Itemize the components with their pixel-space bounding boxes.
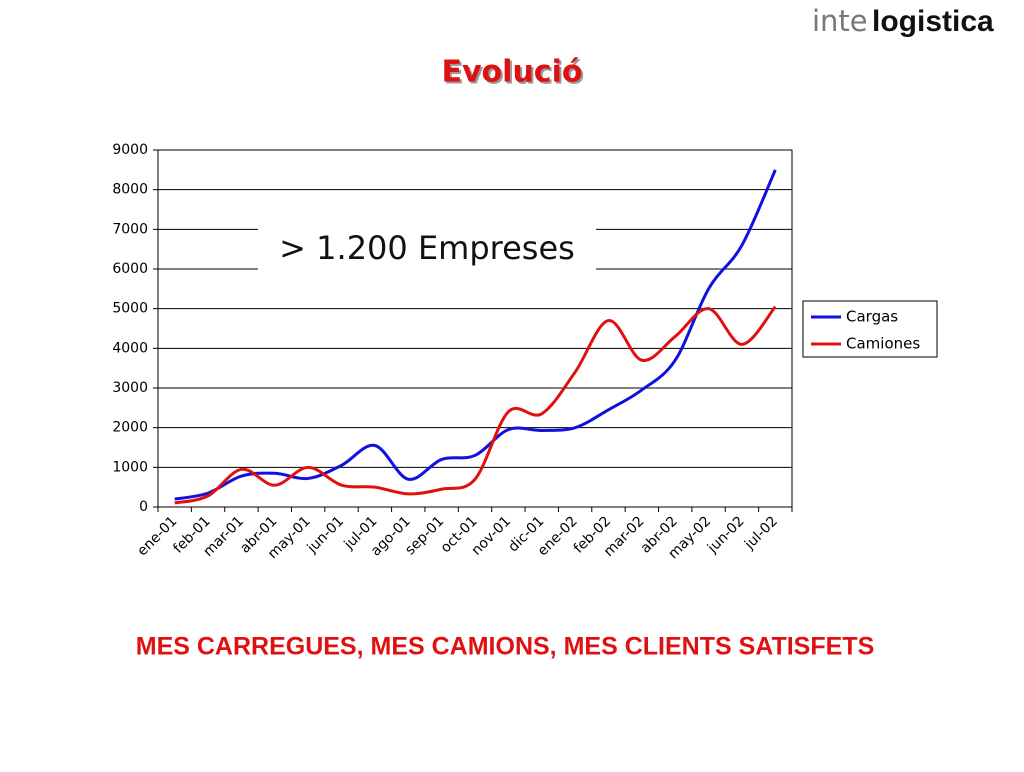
logo-bold: logistica xyxy=(872,5,994,38)
y-tick-label: 3000 xyxy=(112,380,148,396)
logo-light: inte xyxy=(812,4,868,38)
title-shadow: Evolució xyxy=(444,57,585,92)
y-tick-label: 5000 xyxy=(112,301,148,317)
plot-area xyxy=(157,149,793,508)
y-tick-label: 0 xyxy=(139,499,148,515)
annotation: > 1.200 Empreses xyxy=(279,229,575,267)
annotation-box xyxy=(258,220,596,272)
x-tick-label: jun-02 xyxy=(704,513,747,556)
series-line xyxy=(174,305,777,505)
y-tick-label: 8000 xyxy=(112,182,148,198)
footer: MES CARREGUES, MES CAMIONS, MES CLIENTS … xyxy=(136,633,875,661)
legend-label: Camiones xyxy=(846,335,920,353)
y-tick-label: 2000 xyxy=(112,420,148,436)
y-tick-label: 6000 xyxy=(112,261,148,277)
x-tick-label: jun-01 xyxy=(304,513,347,556)
series-line xyxy=(174,169,777,501)
y-tick-label: 7000 xyxy=(112,221,148,237)
y-tick-label: 4000 xyxy=(112,340,148,356)
x-tick-label: jul-02 xyxy=(741,513,781,553)
legend-label: Cargas xyxy=(846,308,898,326)
y-tick-label: 1000 xyxy=(112,459,148,475)
legend-box xyxy=(802,300,938,358)
x-tick-label: ene-01 xyxy=(134,513,180,559)
title: Evolució xyxy=(442,55,583,90)
y-tick-label: 9000 xyxy=(112,142,148,158)
